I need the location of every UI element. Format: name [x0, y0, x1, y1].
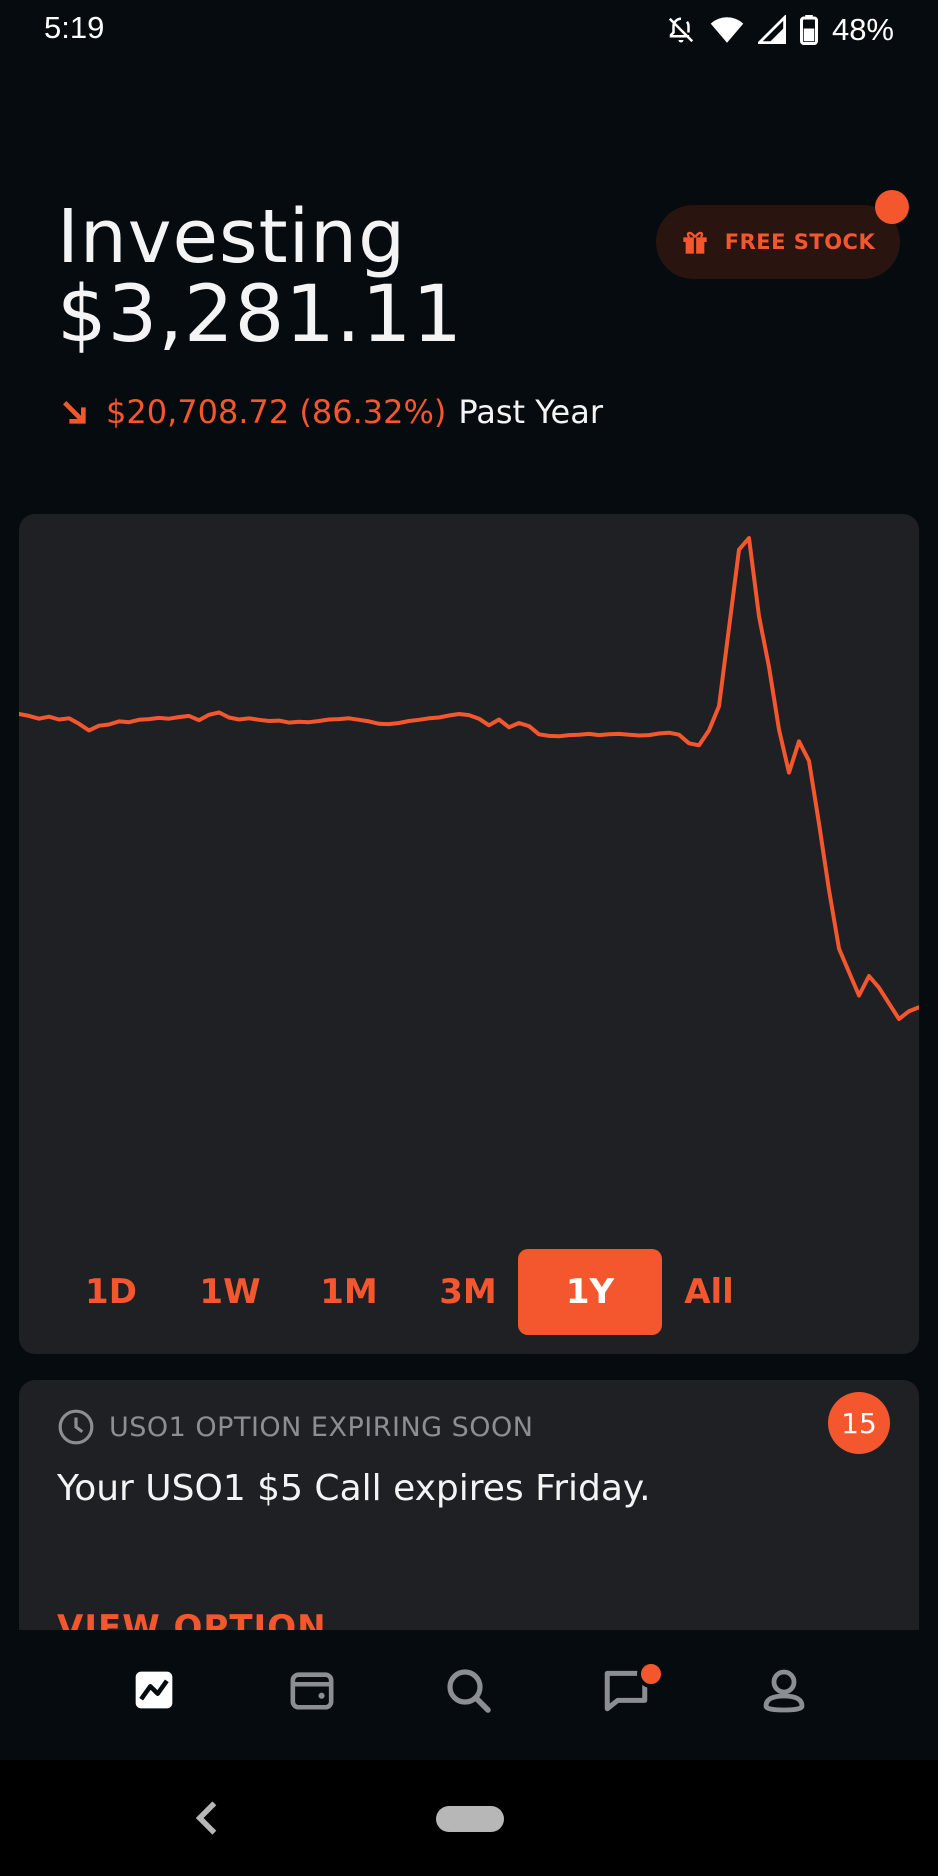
portfolio-chart[interactable] — [19, 514, 919, 1234]
tab-all[interactable]: All — [684, 1272, 734, 1312]
arrow-down-right-icon — [63, 401, 86, 424]
nav-portfolio[interactable] — [124, 1660, 184, 1720]
nav-search[interactable] — [438, 1660, 498, 1720]
status-time: 5:19 — [44, 10, 105, 45]
status-icons: 48% — [666, 12, 894, 48]
system-navigation-bar — [0, 1760, 938, 1876]
view-option-link[interactable]: VIEW OPTION — [57, 1608, 327, 1630]
person-icon — [763, 1669, 805, 1713]
gift-icon — [683, 231, 707, 254]
tab-1w[interactable]: 1W — [199, 1272, 261, 1312]
nav-account[interactable] — [754, 1660, 814, 1720]
wallet-icon — [290, 1672, 334, 1710]
tab-1d[interactable]: 1D — [85, 1272, 137, 1312]
clock-icon — [58, 1409, 94, 1445]
messages-notification-dot — [637, 1660, 665, 1688]
tab-1m[interactable]: 1M — [320, 1272, 378, 1312]
home-button[interactable] — [436, 1806, 504, 1832]
page-title: Investing — [57, 194, 407, 280]
alert-header: USO1 OPTION EXPIRING SOON — [57, 1408, 534, 1446]
battery-percentage: 48% — [831, 12, 894, 47]
tab-1y[interactable]: 1Y — [518, 1249, 662, 1335]
do-not-disturb-icon — [668, 17, 694, 43]
back-icon[interactable] — [192, 1796, 222, 1840]
free-stock-label: FREE STOCK — [724, 230, 876, 254]
bottom-navigation — [0, 1630, 938, 1760]
cell-signal-icon — [757, 15, 786, 44]
nav-wallet[interactable] — [282, 1660, 342, 1720]
search-icon — [447, 1669, 491, 1713]
alert-message: Your USO1 $5 Call expires Friday. — [57, 1468, 651, 1509]
time-range-selector: 1D 1W 1M 3M 1Y All — [19, 1249, 919, 1335]
performance-change: $20,708.72 (86.32%) Past Year — [60, 393, 603, 431]
portfolio-chart-card: 1D 1W 1M 3M 1Y All — [19, 514, 919, 1354]
alert-count-badge: 15 — [828, 1392, 890, 1454]
change-period: Past Year — [458, 393, 603, 431]
status-bar: 5:19 48% — [0, 0, 938, 60]
chart-series-line — [19, 536, 919, 1021]
alert-title: USO1 OPTION EXPIRING SOON — [109, 1411, 534, 1443]
change-value: $20,708.72 (86.32%) — [106, 393, 447, 431]
tab-3m[interactable]: 3M — [439, 1272, 497, 1312]
free-stock-notification-dot — [875, 190, 909, 224]
battery-icon — [799, 15, 818, 45]
chart-icon — [135, 1671, 173, 1709]
wifi-icon — [710, 17, 744, 43]
free-stock-button[interactable]: FREE STOCK — [656, 205, 900, 279]
portfolio-balance: $3,281.11 — [57, 270, 463, 360]
option-alert-card[interactable]: USO1 OPTION EXPIRING SOON Your USO1 $5 C… — [19, 1380, 919, 1630]
